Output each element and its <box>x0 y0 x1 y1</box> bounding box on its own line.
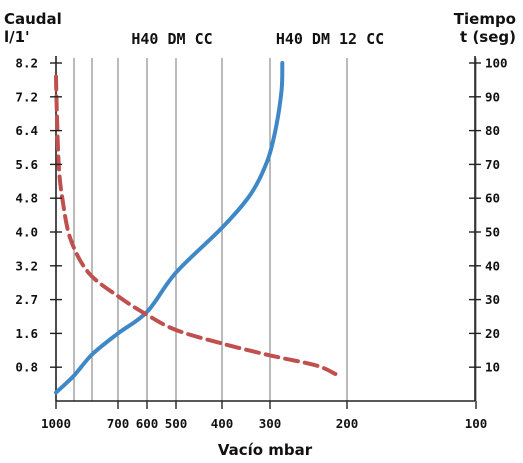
left-axis-title: Caudal <box>4 10 62 28</box>
x-tick-label: 600 <box>136 416 159 431</box>
left-tick-label: 0.8 <box>15 360 38 375</box>
left-tick-label: 1.6 <box>15 326 38 341</box>
left-axis-unit: l/1' <box>4 28 30 46</box>
left-tick-label: 4.0 <box>15 225 38 240</box>
right-tick-label: 40 <box>485 258 500 273</box>
left-tick-label: 4.8 <box>15 191 38 206</box>
x-tick-label: 100 <box>465 416 488 431</box>
series-layer <box>54 61 338 395</box>
series-line-dashed-red <box>54 74 338 376</box>
left-tick-label: 7.2 <box>15 89 38 104</box>
left-tick-label: 5.6 <box>15 157 38 172</box>
x-axis-title: Vacío mbar <box>218 441 313 459</box>
vertical-gridlines <box>55 58 477 401</box>
x-tick-label: 1000 <box>41 416 71 431</box>
model-label-2: H40 DM 12 CC <box>276 30 384 48</box>
left-tick-label: 3.2 <box>15 258 38 273</box>
x-tick-label: 500 <box>165 416 188 431</box>
right-axis-title: Tiempo <box>454 10 516 28</box>
x-tick-label: 300 <box>259 416 282 431</box>
left-tick-label: 8.2 <box>15 56 38 71</box>
x-tick-label: 400 <box>211 416 234 431</box>
right-axis-unit: t (seg) <box>460 28 516 46</box>
right-tick-label: 100 <box>485 56 508 71</box>
left-tick-label: 2.7 <box>15 292 38 307</box>
right-tick-label: 90 <box>485 89 500 104</box>
model-label-1: H40 DM CC <box>131 30 212 48</box>
right-tick-label: 50 <box>485 225 500 240</box>
x-tick-label: 200 <box>336 416 359 431</box>
right-tick-labels: 10 20 30 40 50 60 70 80 90 100 <box>469 56 508 375</box>
x-tick-label: 700 <box>107 416 130 431</box>
left-tick-labels: 0.8 1.6 2.7 3.2 4.0 4.8 5.6 6.4 7.2 8.2 <box>15 56 62 375</box>
right-tick-label: 80 <box>485 123 500 138</box>
right-tick-label: 30 <box>485 292 500 307</box>
right-tick-label: 20 <box>485 326 500 341</box>
left-tick-label: 6.4 <box>15 123 38 138</box>
series-line-solid-blue <box>54 61 285 395</box>
right-tick-label: 70 <box>485 157 500 172</box>
right-tick-label: 10 <box>485 360 500 375</box>
x-tick-labels: 1000 700 600 500 400 300 200 100 <box>41 401 487 431</box>
right-tick-label: 60 <box>485 191 500 206</box>
axes <box>55 56 476 402</box>
